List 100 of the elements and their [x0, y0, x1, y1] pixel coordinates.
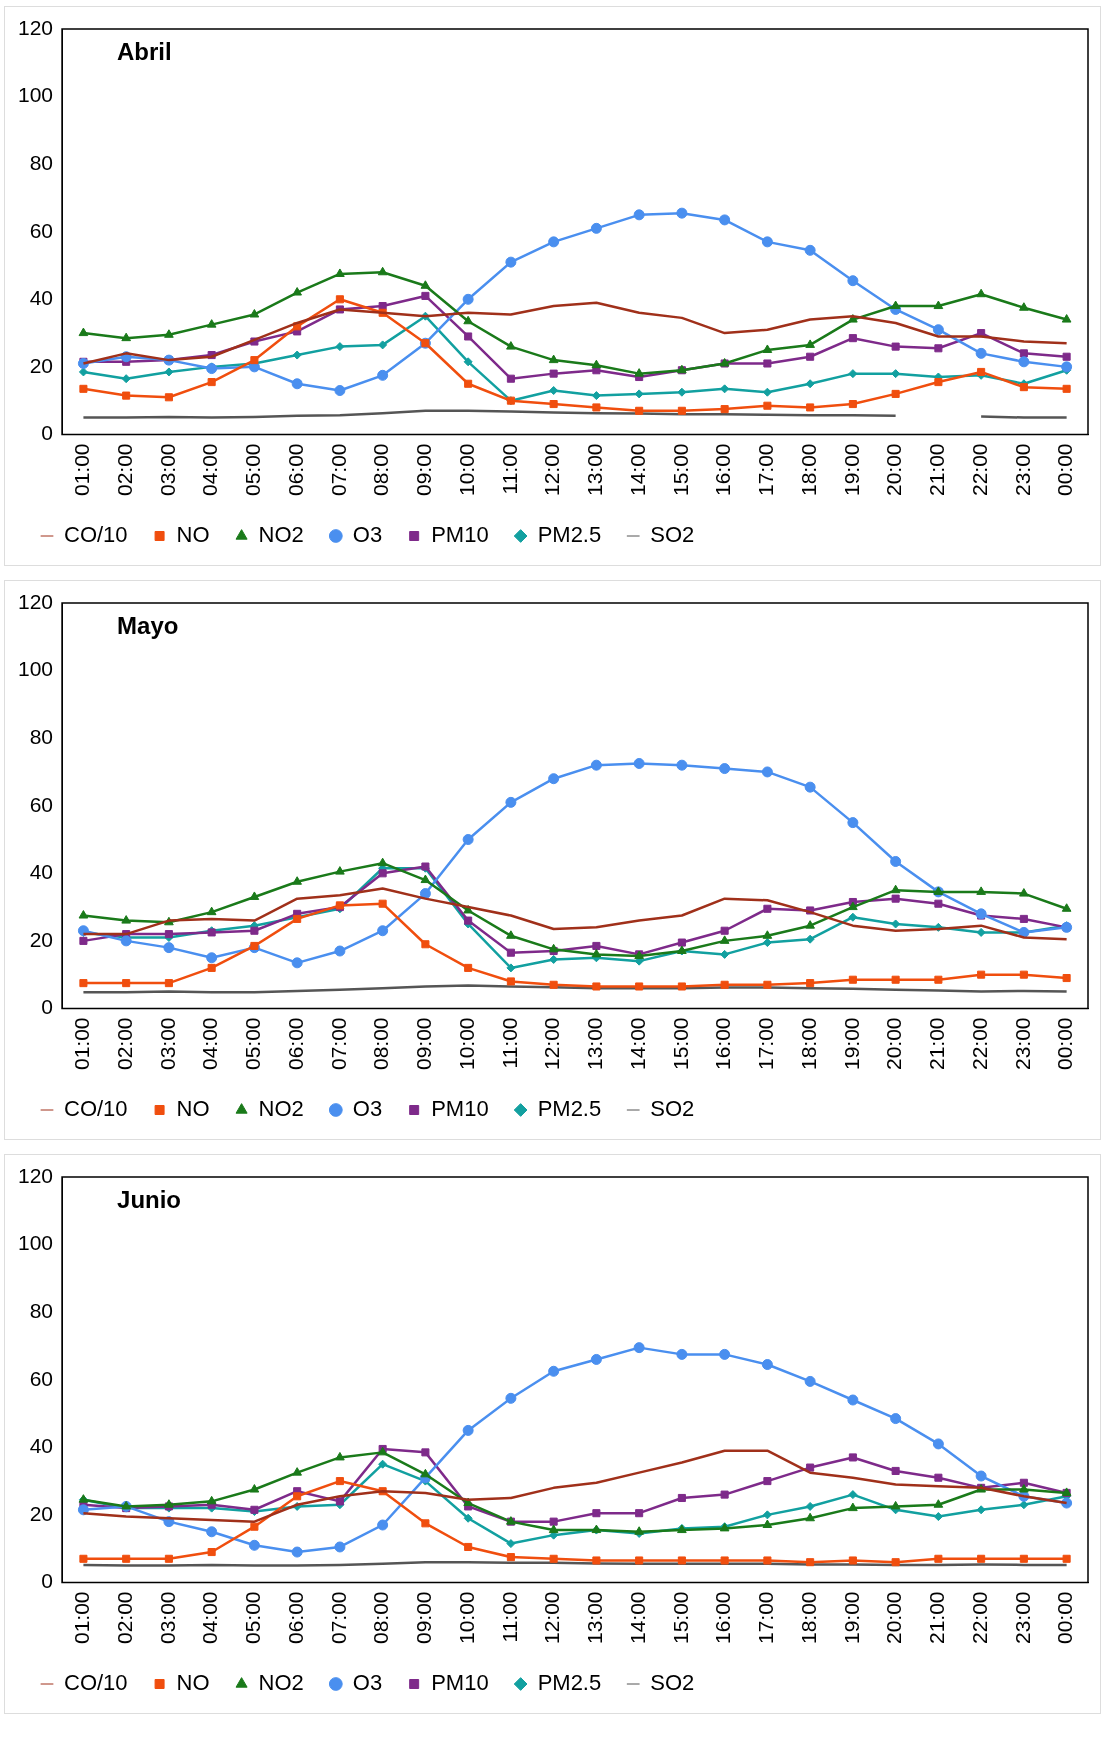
x-tick-label: 11:00 [497, 1591, 521, 1643]
chart-title: Junio [117, 1185, 182, 1213]
x-tick-label: 12:00 [540, 443, 564, 497]
x-tick-label: 22:00 [967, 443, 991, 497]
x-tick-label: 15:00 [668, 1591, 692, 1645]
legend-label: PM10 [431, 522, 489, 548]
x-tick-label: 01:00 [70, 1591, 94, 1645]
legend-label: NO2 [258, 1670, 304, 1696]
y-tick-label: 100 [17, 657, 54, 681]
legend-label: O3 [352, 1670, 383, 1696]
x-tick-label: 18:00 [796, 443, 820, 497]
x-tick-label: 05:00 [241, 1591, 265, 1645]
legend-label: CO/10 [64, 522, 128, 548]
x-tick-label: 17:00 [754, 1591, 778, 1645]
legend-label: SO2 [650, 1670, 695, 1696]
y-tick-label: 20 [29, 353, 54, 377]
x-tick-label: 21:00 [925, 1017, 949, 1071]
x-tick-label: 10:00 [454, 1017, 478, 1071]
x-tick-label: 01:00 [70, 443, 94, 497]
y-tick-label: 100 [17, 83, 54, 107]
x-tick-label: 09:00 [412, 1017, 436, 1071]
x-tick-label: 08:00 [369, 443, 393, 497]
x-tick-label: 12:00 [540, 1017, 564, 1071]
legend-label: O3 [352, 522, 383, 548]
y-tick-label: 40 [29, 1434, 54, 1458]
y-tick-label: 40 [29, 860, 54, 884]
x-tick-label: 04:00 [198, 1591, 222, 1645]
x-tick-label: 21:00 [925, 443, 949, 497]
chart-title: Mayo [117, 611, 179, 639]
x-tick-label: 23:00 [1010, 1591, 1034, 1645]
x-tick-label: 19:00 [839, 1591, 863, 1645]
x-tick-label: 19:00 [839, 1017, 863, 1071]
legend-label: NO2 [258, 522, 304, 548]
x-tick-label: 22:00 [967, 1017, 991, 1071]
x-tick-label: 09:00 [412, 1591, 436, 1645]
y-tick-label: 60 [29, 218, 54, 242]
y-tick-label: 100 [17, 1231, 54, 1255]
y-tick-label: 60 [29, 1366, 54, 1390]
x-tick-label: 04:00 [198, 443, 222, 497]
y-tick-label: 20 [29, 927, 54, 951]
x-tick-label: 18:00 [796, 1591, 820, 1645]
legend-label: PM2.5 [537, 1096, 602, 1122]
x-tick-label: 14:00 [625, 1591, 649, 1645]
x-tick-label: 07:00 [326, 1591, 350, 1645]
x-tick-label: 05:00 [241, 443, 265, 497]
legend-label: SO2 [650, 522, 695, 548]
y-tick-label: 120 [17, 15, 54, 39]
y-tick-label: 80 [29, 724, 54, 748]
x-tick-label: 06:00 [283, 443, 307, 497]
x-tick-label: 10:00 [454, 443, 478, 497]
x-tick-label: 21:00 [925, 1591, 949, 1645]
x-tick-label: 01:00 [70, 1017, 94, 1071]
x-tick-label: 17:00 [754, 443, 778, 497]
x-tick-label: 11:00 [497, 1017, 521, 1069]
x-tick-label: 07:00 [326, 1017, 350, 1071]
legend-label: O3 [352, 1096, 383, 1122]
y-tick-label: 0 [41, 1569, 54, 1593]
y-tick-label: 40 [29, 286, 54, 310]
x-tick-label: 13:00 [583, 443, 607, 497]
x-tick-label: 23:00 [1010, 443, 1034, 497]
legend-label: NO2 [258, 1096, 304, 1122]
x-tick-label: 02:00 [112, 1017, 136, 1071]
x-tick-label: 06:00 [283, 1591, 307, 1645]
x-tick-label: 11:00 [497, 443, 521, 495]
x-tick-label: 00:00 [1053, 1591, 1077, 1645]
x-tick-label: 14:00 [625, 443, 649, 497]
x-tick-label: 00:00 [1053, 443, 1077, 497]
x-tick-label: 19:00 [839, 443, 863, 497]
x-tick-label: 13:00 [583, 1591, 607, 1645]
x-tick-label: 15:00 [668, 443, 692, 497]
y-tick-label: 80 [29, 1298, 54, 1322]
x-tick-label: 04:00 [198, 1017, 222, 1071]
x-tick-label: 06:00 [283, 1017, 307, 1071]
legend-label: PM10 [431, 1670, 489, 1696]
x-tick-label: 03:00 [155, 1017, 179, 1071]
x-tick-label: 16:00 [711, 1591, 735, 1645]
y-tick-label: 60 [29, 792, 54, 816]
x-tick-label: 16:00 [711, 1017, 735, 1071]
x-tick-label: 17:00 [754, 1017, 778, 1071]
legend-label: NO [176, 1096, 210, 1122]
x-tick-label: 07:00 [326, 443, 350, 497]
x-tick-label: 02:00 [112, 443, 136, 497]
x-tick-label: 00:00 [1053, 1017, 1077, 1071]
x-tick-label: 16:00 [711, 443, 735, 497]
legend-label: NO [176, 1670, 210, 1696]
x-tick-label: 03:00 [155, 443, 179, 497]
x-tick-label: 13:00 [583, 1017, 607, 1071]
legend-label: CO/10 [64, 1670, 128, 1696]
y-tick-label: 20 [29, 1501, 54, 1525]
y-tick-label: 120 [17, 1163, 54, 1187]
x-tick-label: 20:00 [882, 1017, 906, 1071]
legend-label: PM10 [431, 1096, 489, 1122]
y-tick-label: 80 [29, 150, 54, 174]
x-tick-label: 15:00 [668, 1017, 692, 1071]
x-tick-label: 23:00 [1010, 1017, 1034, 1071]
legend-label: PM2.5 [537, 522, 602, 548]
x-tick-label: 20:00 [882, 443, 906, 497]
legend-label: SO2 [650, 1096, 695, 1122]
x-tick-label: 10:00 [454, 1591, 478, 1645]
x-tick-label: 09:00 [412, 443, 436, 497]
